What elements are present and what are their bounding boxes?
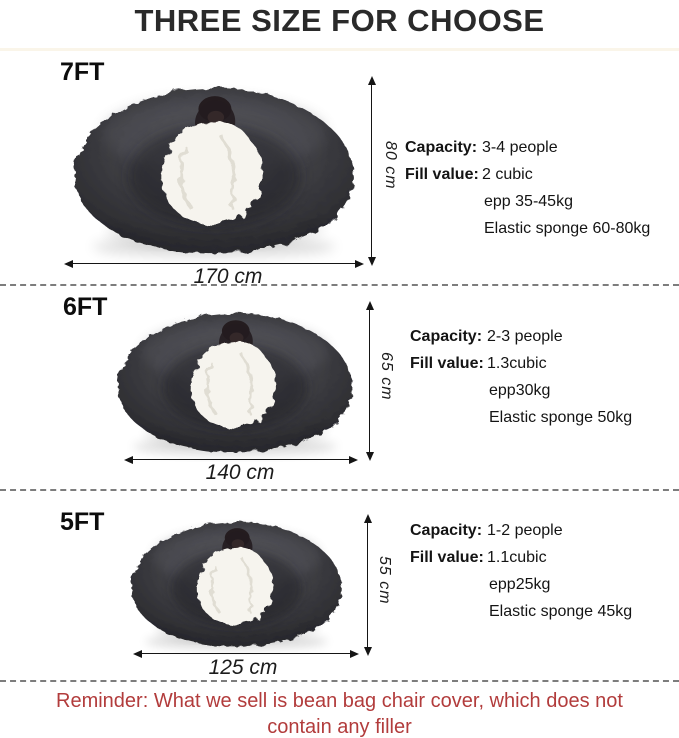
fill-value-row: Fill value: 1.3cubic (410, 355, 675, 372)
width-arrow-5ft (133, 648, 359, 659)
capacity-row: Capacity: 2-3 people (410, 328, 675, 345)
beanbag-photo-6ft (104, 293, 366, 463)
specs-7ft: Capacity: 3-4 people Fill value: 2 cubic… (405, 139, 670, 237)
height-arrow-6ft (364, 301, 375, 461)
fill-value-row: Fill value: 2 cubic (405, 166, 670, 183)
width-dim-6ft: 140 cm (205, 461, 275, 484)
section-divider (0, 489, 679, 491)
arrow-line (130, 458, 352, 461)
reminder-text: Reminder: What we sell is bean bag chair… (56, 690, 623, 738)
fill-value-label: Fill value: (410, 355, 484, 372)
height-dim-5ft: 55 cm (376, 556, 393, 605)
height-dim-6ft: 65 cm (378, 352, 395, 401)
page-title: THREE SIZE FOR CHOOSE (134, 3, 545, 38)
reminder-note: Reminder: What we sell is bean bag chair… (0, 688, 679, 738)
height-arrow-5ft (362, 514, 373, 656)
arrow-line (366, 520, 369, 650)
fill-extra-sponge: Elastic sponge 50kg (489, 409, 633, 426)
arrow-line (370, 82, 373, 260)
size-label-6ft: 6FT (63, 293, 108, 321)
capacity-value: 2-3 people (487, 328, 563, 345)
capacity-value: 3-4 people (482, 139, 558, 156)
size-label-5ft: 5FT (60, 508, 105, 536)
width-dim-5ft: 125 cm (208, 656, 278, 679)
section-divider (0, 680, 679, 682)
arrow-line (139, 652, 353, 655)
specs-5ft: Capacity: 1-2 people Fill value: 1.1cubi… (410, 522, 675, 620)
fill-extra-epp: epp 35-45kg (484, 193, 573, 210)
arrowhead-up-icon (367, 76, 376, 85)
capacity-label: Capacity: (410, 328, 483, 345)
section-divider (0, 284, 679, 286)
arrowhead-up-icon (363, 514, 372, 523)
arrowhead-down-icon (365, 452, 374, 461)
arrowhead-right-icon (350, 649, 359, 658)
beanbag-photo-7ft (58, 64, 370, 266)
arrow-line (70, 262, 358, 265)
height-arrow-7ft (366, 76, 377, 266)
arrow-line (368, 307, 371, 455)
beanbag-photo-5ft (119, 504, 354, 656)
fill-value: 1.3cubic (487, 355, 547, 372)
arrowhead-left-icon (133, 649, 142, 658)
fill-extra-sponge: Elastic sponge 45kg (489, 603, 633, 620)
fill-value-label: Fill value: (410, 549, 484, 566)
fill-value-label: Fill value: (405, 166, 479, 183)
arrowhead-down-icon (367, 257, 376, 266)
fill-extra-sponge: Elastic sponge 60-80kg (484, 220, 651, 237)
fill-value: 1.1cubic (487, 549, 547, 566)
fill-extra-epp: epp25kg (489, 576, 551, 593)
decorative-line (0, 48, 679, 51)
capacity-value: 1-2 people (487, 522, 563, 539)
arrowhead-up-icon (365, 301, 374, 310)
width-arrow-6ft (124, 454, 358, 465)
specs-6ft: Capacity: 2-3 people Fill value: 1.3cubi… (410, 328, 675, 426)
fill-value: 2 cubic (482, 166, 533, 183)
width-arrow-7ft (64, 258, 364, 269)
capacity-label: Capacity: (405, 139, 478, 156)
width-dim-7ft: 170 cm (193, 265, 263, 288)
arrowhead-left-icon (64, 259, 73, 268)
arrowhead-down-icon (363, 647, 372, 656)
capacity-label: Capacity: (410, 522, 483, 539)
fill-value-row: Fill value: 1.1cubic (410, 549, 675, 566)
arrowhead-right-icon (355, 259, 364, 268)
size-label-7ft: 7FT (60, 58, 105, 86)
arrowhead-right-icon (349, 455, 358, 464)
height-dim-7ft: 80 cm (382, 141, 399, 190)
capacity-row: Capacity: 3-4 people (405, 139, 670, 156)
capacity-row: Capacity: 1-2 people (410, 522, 675, 539)
arrowhead-left-icon (124, 455, 133, 464)
fill-extra-epp: epp30kg (489, 382, 551, 399)
